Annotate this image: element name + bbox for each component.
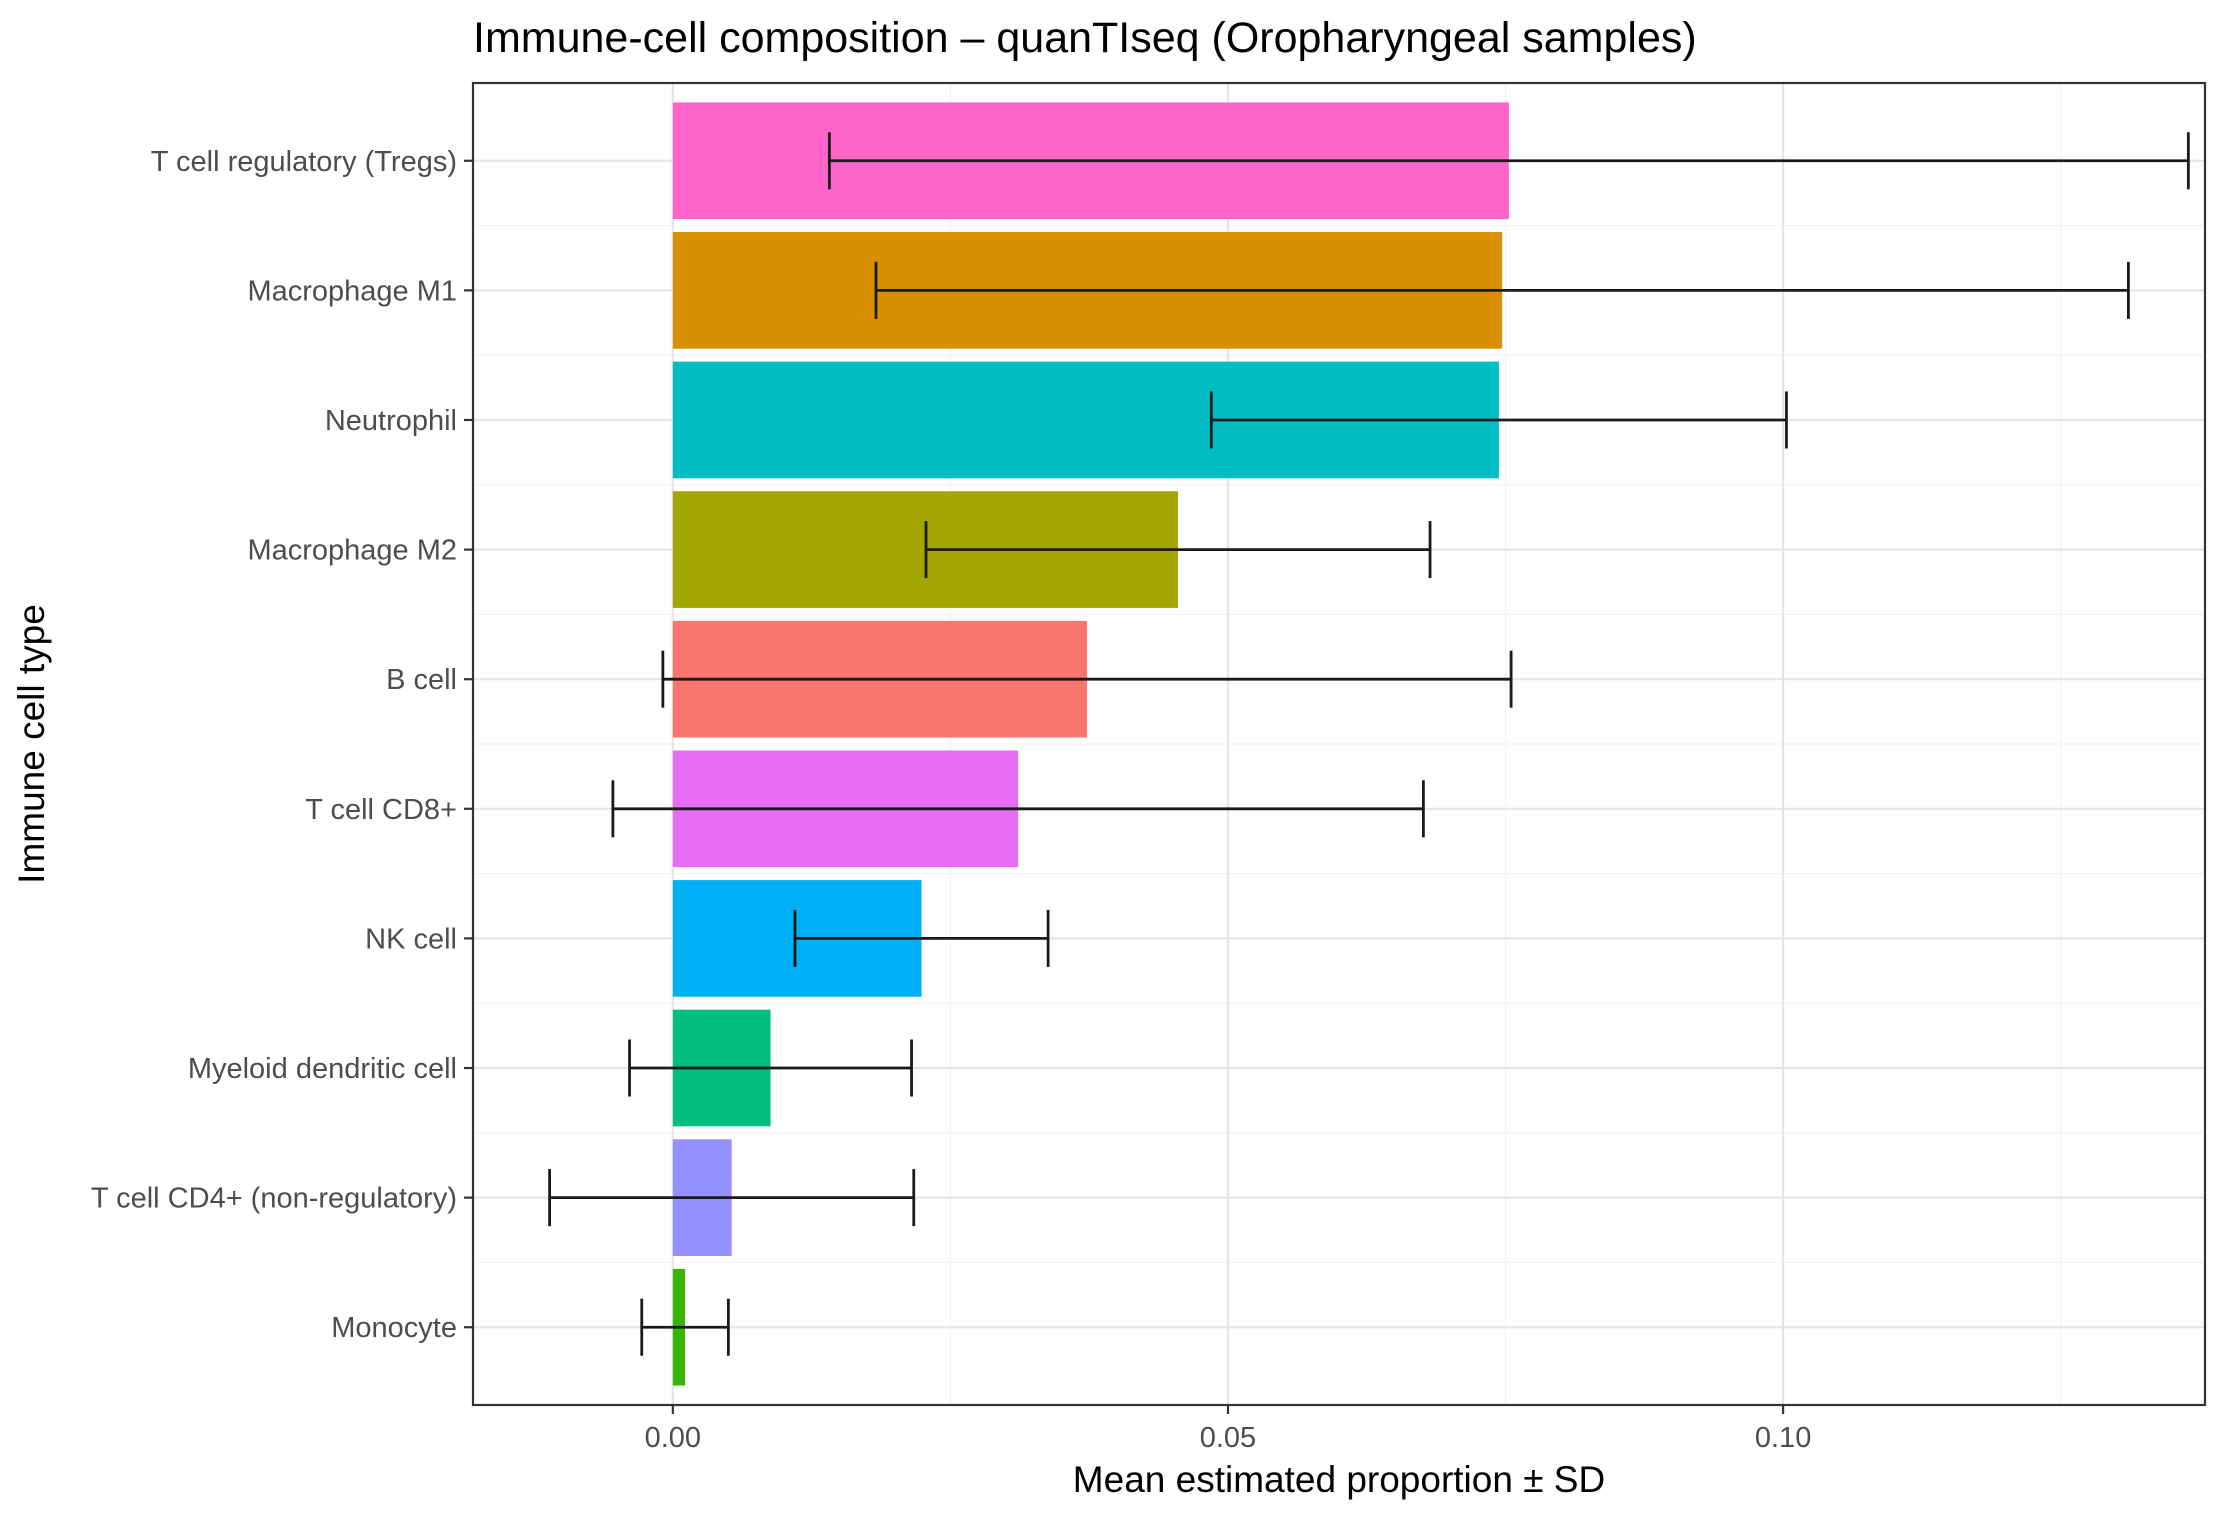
category-label: Macrophage M2 <box>247 535 457 567</box>
category-label: Monocyte <box>331 1312 457 1344</box>
x-axis: 0.00 0.05 0.10 <box>645 1405 1811 1454</box>
category-label: Myeloid dendritic cell <box>188 1053 457 1085</box>
category-label: T cell regulatory (Tregs) <box>151 146 457 178</box>
x-tick-label: 0.00 <box>645 1422 701 1454</box>
y-axis-title: Immune cell type <box>11 604 52 884</box>
x-tick-label: 0.05 <box>1200 1422 1256 1454</box>
category-label: NK cell <box>365 923 457 955</box>
chart-title: Immune-cell composition – quanTIseq (Oro… <box>473 14 1697 62</box>
category-label: Neutrophil <box>325 405 457 437</box>
category-label: B cell <box>386 664 457 696</box>
category-label: T cell CD4+ (non-regulatory) <box>91 1183 457 1215</box>
y-axis: T cell regulatory (Tregs) Macrophage M1 Ne… <box>91 146 473 1344</box>
category-label: Macrophage M1 <box>247 275 457 307</box>
error-bars-layer <box>548 132 2190 1356</box>
x-tick-label: 0.10 <box>1755 1422 1811 1454</box>
plot-panel-border <box>471 81 2207 1407</box>
x-axis-title: Mean estimated proportion ± SD <box>1073 1459 1605 1500</box>
category-label: T cell CD8+ <box>305 794 457 826</box>
